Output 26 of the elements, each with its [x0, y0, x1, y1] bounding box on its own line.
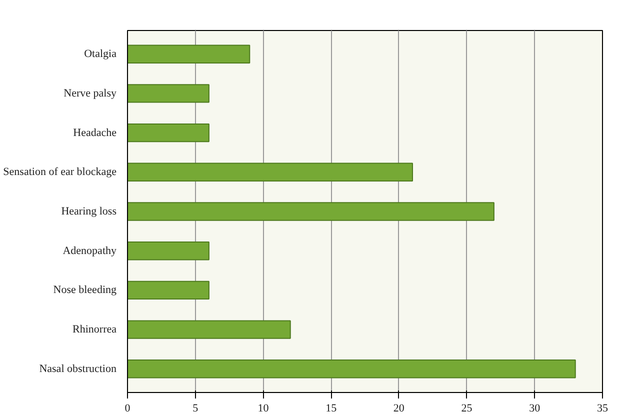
x-tick-label: 30 [529, 402, 541, 414]
x-tick-label: 0 [124, 402, 131, 414]
x-tick-label: 15 [326, 402, 338, 414]
bar [128, 44, 250, 64]
x-tick-label: 20 [393, 402, 405, 414]
y-tick-label: Nerve palsy [64, 87, 117, 100]
bar [128, 360, 576, 378]
y-tick-label: Nose bleeding [53, 284, 117, 296]
bar [128, 320, 291, 339]
y-tick-label: Nasal obstruction [39, 362, 117, 375]
y-tick-label: Otalgia [84, 48, 117, 60]
y-tick-label: Adenopathy [62, 244, 117, 257]
bar [128, 241, 210, 260]
bar [128, 202, 494, 221]
bar [128, 162, 413, 182]
y-tick-label: Hearing loss [61, 206, 116, 218]
y-tick-label: Rhinorrea [72, 324, 117, 336]
x-tick-label: 35 [597, 402, 608, 414]
bar [128, 84, 210, 103]
y-tick-label: Sensation of ear blockage [3, 166, 117, 178]
y-tick-label: Headache [73, 126, 117, 139]
x-tick-label: 25 [461, 402, 473, 414]
bar [128, 280, 210, 300]
bar [128, 123, 210, 142]
x-tick-label: 5 [192, 402, 199, 414]
x-tick-label: 10 [258, 402, 270, 414]
